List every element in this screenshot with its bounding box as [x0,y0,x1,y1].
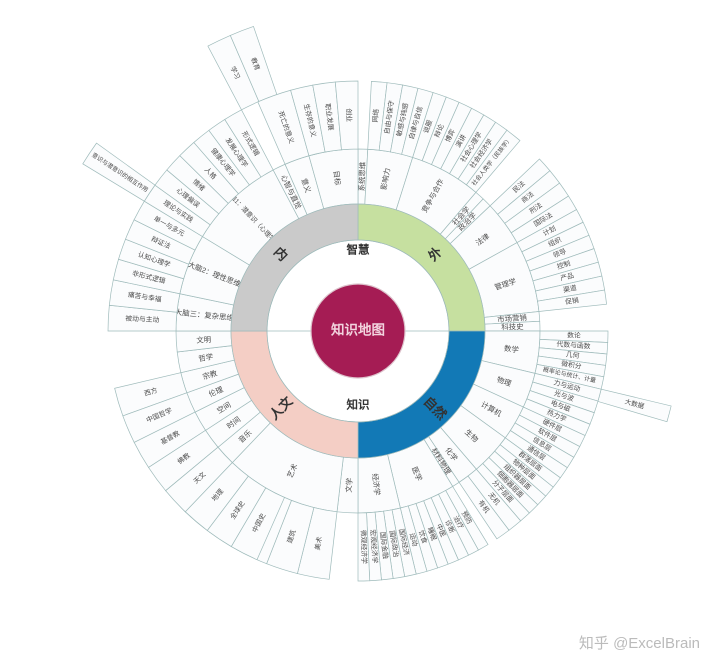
svg-text:数学: 数学 [504,344,520,355]
svg-text:文学: 文学 [344,478,354,493]
svg-text:知识: 知识 [346,397,370,411]
svg-text:智慧: 智慧 [347,243,370,257]
svg-text:知乎 @ExcelBrain: 知乎 @ExcelBrain [579,635,700,652]
svg-text:数论: 数论 [567,330,581,339]
svg-text:知识地图: 知识地图 [331,322,385,338]
svg-text:科技史: 科技史 [501,322,524,332]
svg-text:文明: 文明 [196,335,211,345]
